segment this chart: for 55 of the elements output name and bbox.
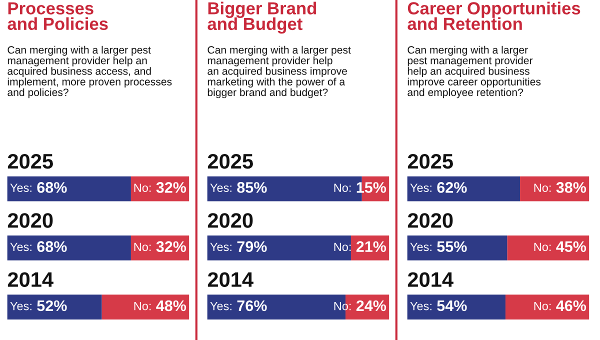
text: Yes: xyxy=(410,242,432,252)
series-label: Yes: xyxy=(210,184,232,192)
bar xyxy=(505,294,590,320)
series-label: No: xyxy=(334,242,351,252)
category-label: 2020 xyxy=(8,213,53,228)
text: No: xyxy=(534,184,551,192)
chart-title: Processes and Policies xyxy=(8,2,108,30)
category-label: 2020 xyxy=(208,213,253,228)
bar xyxy=(407,235,508,260)
data-label: 52% xyxy=(37,300,67,312)
category-label: 2025 xyxy=(408,154,453,169)
data-label: 38% xyxy=(556,182,586,193)
text: No: xyxy=(134,242,151,252)
category-label: 2025 xyxy=(208,154,253,169)
series-label: Yes: xyxy=(10,184,32,192)
data-label: 68% xyxy=(37,182,67,193)
data-label: 76% xyxy=(237,300,267,312)
category-label: 2020 xyxy=(408,213,453,228)
category-label: 2014 xyxy=(408,272,454,287)
data-label: 62% xyxy=(437,182,467,193)
bar xyxy=(207,235,351,260)
data-label: 21% xyxy=(356,241,386,252)
text: Yes: xyxy=(210,302,232,310)
category-label: 2014 xyxy=(208,272,254,287)
series-label: Yes: xyxy=(410,184,432,192)
data-label: 45% xyxy=(556,241,586,252)
chart-subtitle: Can merging with a larger pest management provider help an acquired business improve marketing with the power of a bigger brand and budget? xyxy=(208,46,351,98)
text: Yes: xyxy=(210,242,232,252)
bar xyxy=(407,176,520,202)
category-label: 2014 xyxy=(8,272,54,287)
data-label: 46% xyxy=(556,300,586,312)
text: Yes: xyxy=(10,242,32,252)
data-label: 85% xyxy=(237,182,267,193)
data-label: 68% xyxy=(37,241,67,252)
chart-subtitle: Can merging with a larger pest management provider help an acquired business improve career opportunities and employee retention? xyxy=(408,46,541,98)
bar xyxy=(407,294,506,320)
series-label: No: xyxy=(534,302,551,310)
text: No: xyxy=(334,184,351,192)
text: No: xyxy=(534,242,551,252)
chart-title: Bigger Brand and Budget xyxy=(208,2,316,34)
data-label: 79% xyxy=(237,241,267,252)
data-label: 55% xyxy=(437,241,467,252)
series-label: No: xyxy=(134,184,151,192)
data-label: 24% xyxy=(356,300,386,312)
data-label: 54% xyxy=(437,300,467,312)
chart-subtitle: Can merging with a larger pest management provider help an acquired business access, and implement, more proven processes and policies? xyxy=(8,46,172,98)
data-label: 32% xyxy=(156,241,186,252)
text: No: xyxy=(134,302,151,310)
bar xyxy=(507,235,590,260)
text: Yes: xyxy=(410,302,432,310)
data-label: 32% xyxy=(156,182,186,193)
data-label: 48% xyxy=(156,300,186,312)
category-label: 2025 xyxy=(8,154,53,169)
text: Yes: xyxy=(10,302,32,310)
chart-title: Career Opportunities and Retention xyxy=(408,2,580,30)
